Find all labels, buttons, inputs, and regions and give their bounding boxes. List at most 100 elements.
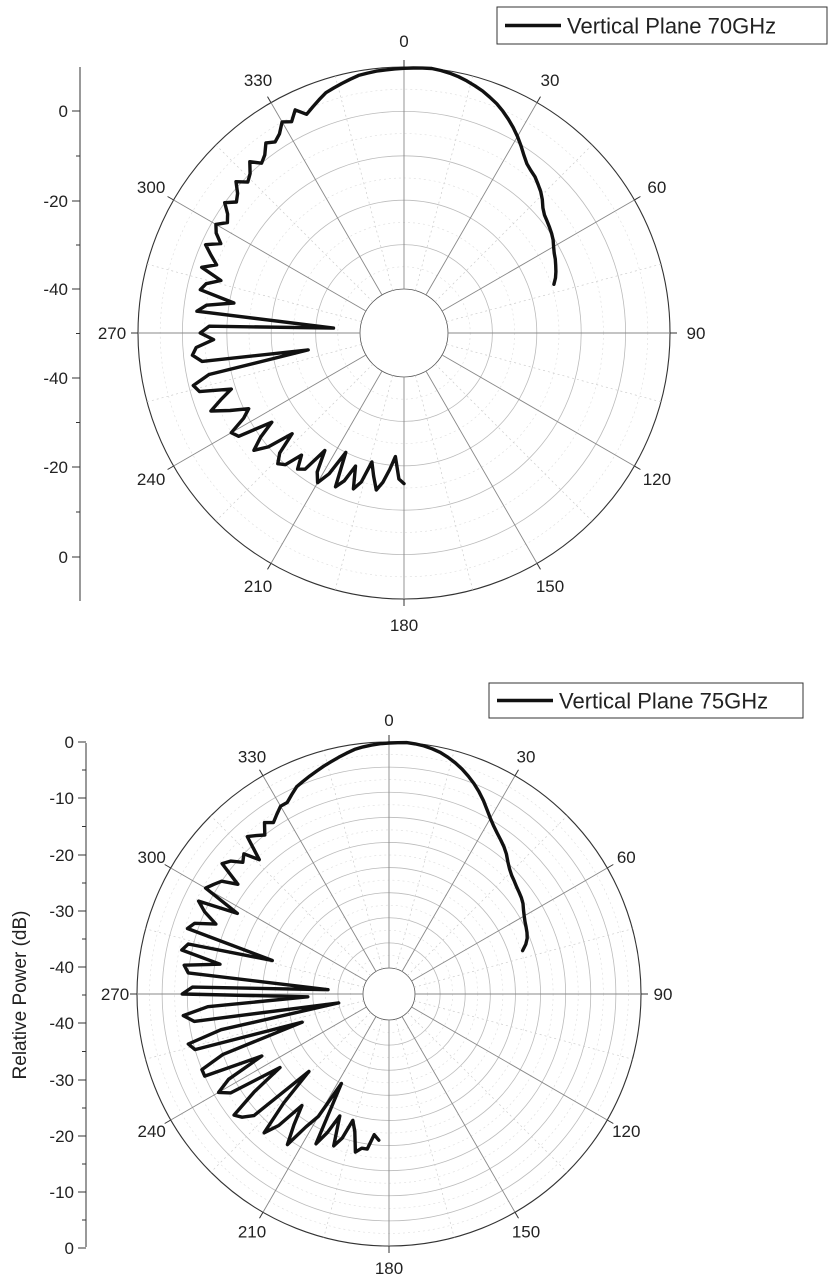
grid-spoke [170, 1006, 367, 1121]
grid-ring [359, 288, 449, 378]
minor-grid-spoke [446, 263, 662, 322]
angle-tick-label: 60 [617, 848, 636, 867]
angle-tick-label: 120 [612, 1122, 640, 1141]
angle-tick-mark [634, 196, 641, 201]
grid-spoke [441, 354, 635, 467]
legend: Vertical Plane 70GHz [496, 6, 828, 45]
angle-tick-label: 180 [375, 1259, 403, 1277]
y-axis-title: Relative Power (dB) [10, 911, 31, 1080]
angle-tick-label: 0 [384, 711, 393, 730]
angle-tick-label: 300 [137, 178, 165, 197]
radial-tick-label: -30 [49, 902, 74, 921]
radial-tick-label: -40 [43, 280, 68, 299]
angle-tick-mark [606, 1119, 614, 1124]
grid-spoke [170, 867, 367, 982]
angle-tick-mark [606, 864, 614, 869]
radial-tick-label: -10 [49, 1183, 74, 1202]
legend-label: Vertical Plane 70GHz [567, 14, 776, 39]
radial-tick-label: -40 [49, 958, 74, 977]
radial-axis: 0 -20 -40 -40 -20 0 [43, 67, 81, 601]
minor-grid-spoke [407, 815, 568, 976]
angle-tick-mark [634, 465, 641, 470]
angle-tick-label: 30 [517, 748, 536, 767]
minor-grid-spoke [215, 144, 374, 303]
angle-tick-mark [167, 465, 174, 470]
angle-tick-label: 30 [541, 71, 560, 90]
polar-grid [131, 60, 677, 606]
angle-tick-mark [536, 96, 541, 103]
minor-grid-spoke [434, 363, 593, 522]
grid-spoke [401, 1016, 516, 1213]
angle-tick-label: 60 [647, 178, 666, 197]
grid-spoke [173, 354, 367, 467]
radial-tick-label: -20 [49, 1127, 74, 1146]
angle-tick-label: 150 [536, 577, 564, 596]
grid-spoke [262, 775, 377, 972]
angle-tick-mark [267, 563, 272, 570]
polar-chart-75ghz: 0 30 60 90 120 150 180 210 240 270 300 330 0 -10 -20 -3… [10, 682, 804, 1277]
angle-tick-mark [514, 769, 519, 777]
grid-ring [362, 967, 416, 1021]
angle-tick-label: 90 [687, 324, 706, 343]
grid-spoke [270, 102, 383, 296]
angle-tick-label: 210 [238, 1222, 266, 1241]
grid-spoke [425, 370, 538, 564]
radial-tick-label: -20 [43, 192, 68, 211]
minor-grid-spoke [434, 144, 593, 303]
legend-label: Vertical Plane 75GHz [559, 689, 768, 714]
minor-grid-spoke [407, 1012, 568, 1173]
polar-grid [130, 735, 648, 1253]
angle-tick-label: 330 [244, 71, 272, 90]
angle-tick-label: 270 [101, 985, 129, 1004]
radial-tick-label: -20 [43, 458, 68, 477]
grid-spoke [411, 867, 608, 982]
radial-tick-label: 0 [59, 102, 68, 121]
radial-axis: 0 -10 -20 -30 -40 -40 -30 -20 -10 0 [49, 733, 87, 1258]
polar-chart-70ghz: 0 30 60 90 120 150 180 210 240 270 300 330 0 -20 -40 -4… [43, 6, 828, 635]
radial-tick-label: -10 [49, 789, 74, 808]
radial-tick-label: -40 [43, 369, 68, 388]
angle-tick-label: 330 [238, 748, 266, 767]
minor-grid-spoke [415, 375, 474, 591]
radial-tick-label: 0 [65, 733, 74, 752]
grid-spoke [270, 370, 383, 564]
angle-tick-mark [259, 1211, 264, 1219]
angle-tick-mark [514, 1211, 519, 1219]
minor-grid-spoke [146, 263, 362, 322]
radial-tick-label: 0 [59, 548, 68, 567]
minor-grid-spoke [446, 344, 662, 403]
angle-tick-mark [267, 96, 272, 103]
legend: Vertical Plane 75GHz [488, 682, 804, 719]
grid-spoke [411, 1006, 608, 1121]
angle-tick-label: 300 [138, 848, 166, 867]
angle-tick-mark [164, 1119, 172, 1124]
angle-tick-mark [536, 563, 541, 570]
grid-spoke [401, 775, 516, 972]
angle-tick-mark [167, 196, 174, 201]
minor-grid-spoke [215, 363, 374, 522]
grid-spoke [441, 199, 635, 312]
angle-tick-label: 180 [390, 616, 418, 635]
minor-grid-spoke [415, 75, 474, 291]
minor-grid-spoke [146, 344, 362, 403]
radial-tick-label: 0 [65, 1239, 74, 1258]
series-line [180, 740, 529, 1154]
grid-spoke [173, 199, 367, 312]
radial-tick-label: -20 [49, 846, 74, 865]
angle-tick-label: 120 [643, 470, 671, 489]
minor-grid-spoke [334, 75, 393, 291]
angle-tick-label: 210 [244, 577, 272, 596]
angle-tick-label: 150 [512, 1222, 540, 1241]
angle-tick-mark [164, 864, 172, 869]
angle-tick-label: 270 [98, 324, 126, 343]
series-line [190, 66, 558, 492]
minor-grid-spoke [323, 750, 383, 969]
minor-grid-spoke [334, 375, 393, 591]
angle-tick-label: 0 [399, 32, 408, 51]
angle-tick-label: 240 [138, 1122, 166, 1141]
angle-tick-mark [259, 769, 264, 777]
angle-tick-label: 240 [137, 470, 165, 489]
angle-tick-label: 90 [654, 985, 673, 1004]
radial-tick-label: -40 [49, 1014, 74, 1033]
